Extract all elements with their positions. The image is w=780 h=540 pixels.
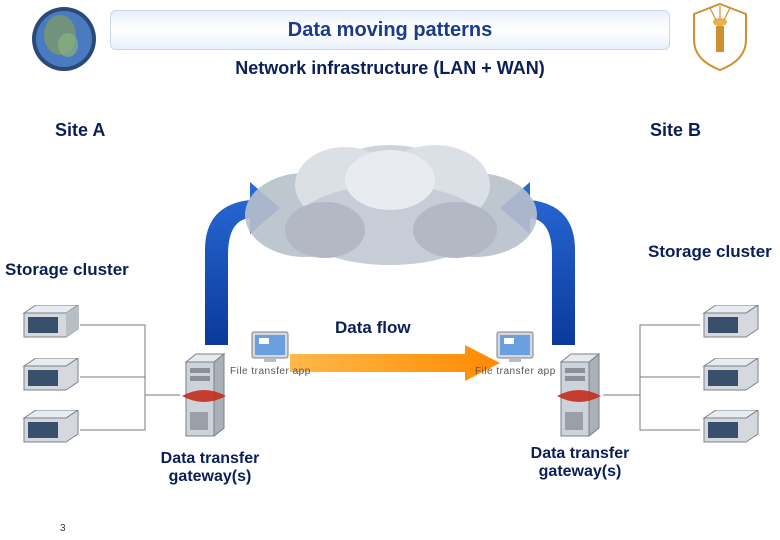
page-number: 3 <box>60 523 66 534</box>
server-left-1 <box>20 305 82 343</box>
tower-right <box>555 350 603 440</box>
app-caption-right: File transfer app <box>475 366 556 377</box>
server-left-3 <box>20 410 82 448</box>
server-left-2 <box>20 358 82 396</box>
dataflow-arrow <box>290 345 500 381</box>
network-cloud <box>225 130 555 270</box>
gateway-a-label: Data transfer gateway(s) <box>140 450 280 486</box>
server-right-1 <box>700 305 762 343</box>
server-right-3 <box>700 410 762 448</box>
tower-left <box>180 350 228 440</box>
app-caption-left: File transfer app <box>230 366 311 377</box>
gateway-b-label: Data transfer gateway(s) <box>510 445 650 481</box>
dataflow-label: Data flow <box>335 318 411 338</box>
server-right-2 <box>700 358 762 396</box>
